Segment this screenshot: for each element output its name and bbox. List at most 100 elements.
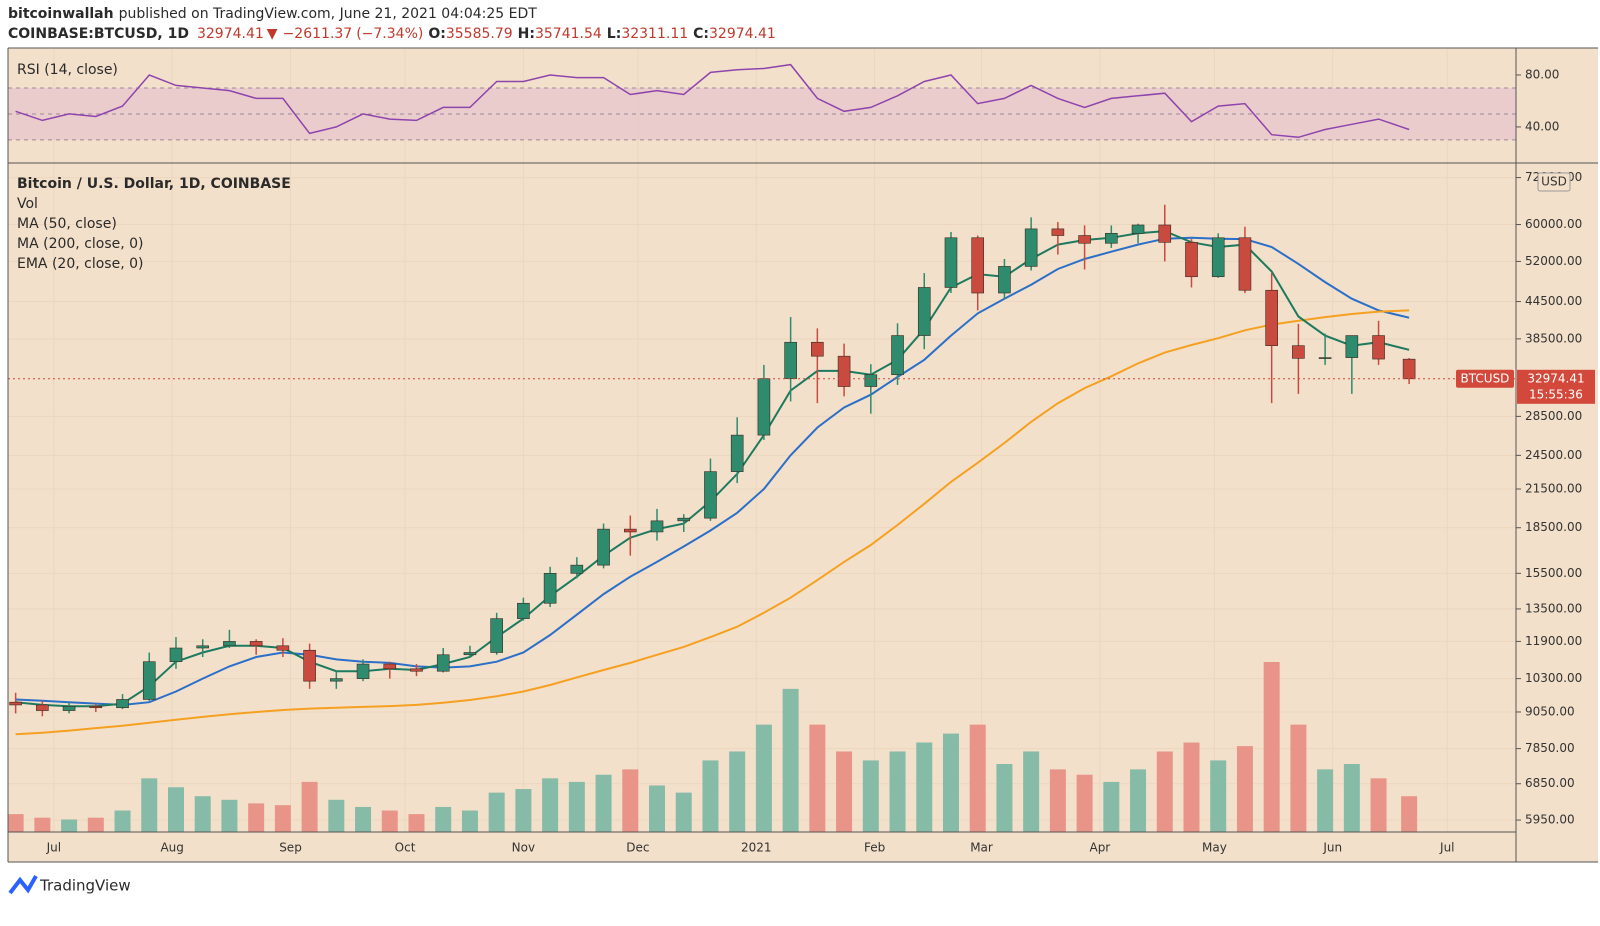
symbol: COINBASE:BTCUSD, 1D (8, 26, 189, 42)
y-tick-label: 44500.00 (1525, 294, 1582, 308)
candle-body (1131, 224, 1145, 234)
volume-bar (622, 769, 639, 832)
x-tick-label: Jul (1439, 841, 1454, 855)
price-badge (1517, 369, 1595, 404)
volume-bar (1183, 742, 1200, 832)
change-pct: (−7.34%) (356, 26, 423, 42)
candle-body (917, 287, 931, 336)
volume-bar (942, 733, 959, 832)
x-tick-label: Mar (970, 841, 993, 855)
volume-bar (488, 792, 505, 832)
candle-body (276, 645, 290, 651)
candle-body (623, 528, 637, 533)
volume-bar (1401, 796, 1418, 832)
currency-label: USD (1541, 175, 1567, 189)
volume-bar (141, 778, 158, 832)
volume-bar (836, 751, 853, 832)
brand-logo: TradingView (8, 875, 131, 895)
l-value: 32311.11 (621, 26, 688, 42)
candle-body (356, 663, 370, 679)
h-label: H: (518, 26, 535, 42)
o-value: 35585.79 (446, 26, 513, 42)
x-tick-label: Apr (1089, 841, 1110, 855)
x-tick-label: Oct (395, 841, 416, 855)
candle-body (330, 678, 343, 682)
candle-body (891, 335, 904, 376)
currency-badge (1537, 172, 1571, 192)
volume-bar (355, 806, 372, 832)
y-tick-label: 10300.00 (1525, 671, 1582, 685)
volume-bar (461, 810, 478, 832)
volume-bar (1023, 751, 1040, 832)
y-tick-label: 7850.00 (1525, 741, 1575, 755)
x-tick-label: Feb (864, 841, 885, 855)
y-tick-label: 60000.00 (1525, 217, 1582, 231)
h-value: 35741.54 (535, 26, 602, 42)
volume-bar (782, 688, 799, 832)
candle-body (196, 645, 210, 649)
rsi-tick-label: 40.00 (1525, 119, 1559, 133)
candle-body (730, 434, 744, 472)
symbol-badge (1456, 369, 1514, 388)
candle-body (249, 641, 263, 647)
main-title: Bitcoin / U.S. Dollar, 1D, COINBASE (17, 176, 291, 192)
candle-body (116, 699, 129, 709)
rsi-legend: RSI (14, close) (17, 62, 118, 78)
candle-body (223, 641, 236, 647)
volume-bar (542, 778, 559, 832)
volume-bar (114, 810, 131, 832)
x-tick-label: Sep (279, 841, 302, 855)
candle-body (62, 706, 76, 711)
last-price: 32974.41 (197, 26, 264, 42)
volume-bar (1290, 724, 1307, 832)
y-tick-label: 6850.00 (1525, 776, 1575, 790)
volume-bar (568, 781, 585, 832)
y-tick-label: 21500.00 (1525, 482, 1582, 496)
y-tick-label: 18500.00 (1525, 520, 1582, 534)
candle-body (1265, 289, 1278, 346)
rsi-line (15, 63, 1410, 139)
candle-body (490, 618, 503, 653)
volume-bar (167, 787, 184, 832)
volume-bar (274, 805, 291, 832)
y-tick-label: 5950.00 (1525, 813, 1575, 827)
candle-body (303, 649, 316, 682)
x-tick-label: Aug (160, 841, 183, 855)
candle-body (597, 528, 610, 566)
candle-body (9, 701, 22, 706)
candle-body (650, 520, 664, 533)
volume-bar (1049, 769, 1066, 832)
candle-body (1024, 228, 1038, 267)
direction: ▼ (267, 26, 278, 42)
x-tick-label: May (1202, 841, 1227, 855)
volume-bar (1156, 751, 1173, 832)
volume-bar (194, 796, 211, 832)
volume-bar (862, 760, 879, 832)
c-label: C: (693, 26, 709, 42)
x-tick-label: 2021 (741, 841, 772, 855)
volume-bar (809, 724, 826, 832)
brand-icon (8, 875, 38, 895)
y-tick-label: 52000.00 (1525, 254, 1582, 268)
brand-text: TradingView (39, 877, 131, 895)
plot-layer: Jul Aug Sep Oct Nov Dec 2021 Feb Mar Apr May Jun Jul… (7, 49, 1582, 855)
candle-body (36, 704, 49, 711)
symbol-line: COINBASE:BTCUSD, 1D 32974.41 ▼ −2611.37 (−7.… (8, 26, 776, 42)
candle-body (1078, 235, 1091, 244)
candle-body (570, 564, 584, 574)
y-tick-label: 38500.00 (1525, 331, 1582, 345)
candle-body (1238, 237, 1252, 291)
volume-bar (595, 774, 612, 832)
volume-bar (301, 781, 318, 832)
moving-average (15, 236, 1410, 706)
volume-bar (1076, 774, 1093, 832)
volume-bar (87, 817, 104, 832)
candle-body (998, 266, 1011, 294)
l-label: L: (607, 26, 622, 42)
x-tick-label: Jun (1322, 841, 1342, 855)
y-tick-label: 28500.00 (1525, 409, 1582, 423)
o-label: O: (428, 26, 446, 42)
published: published on TradingView.com, June 21, 2… (119, 6, 538, 22)
candle-body (1211, 237, 1225, 278)
volume-bar (1236, 746, 1253, 832)
